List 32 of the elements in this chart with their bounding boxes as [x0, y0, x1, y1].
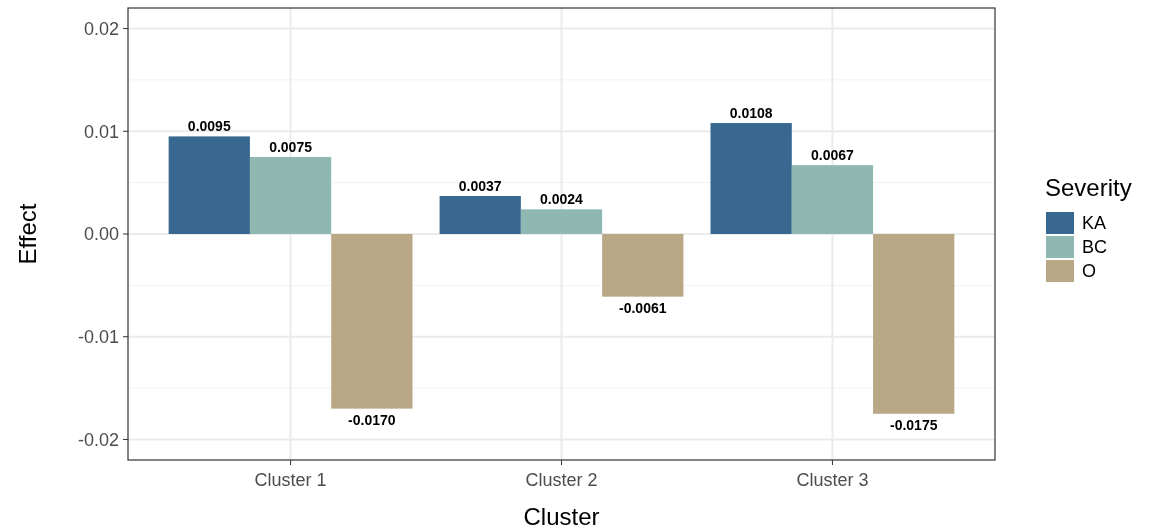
bar: [710, 123, 792, 234]
y-tick-label: 0.00: [83, 224, 119, 245]
y-axis-title: Effect: [14, 203, 41, 265]
bar: [331, 234, 413, 409]
bar: [439, 195, 521, 234]
bar: [873, 234, 955, 414]
bar: [168, 136, 250, 234]
data-label: 0.0067: [811, 147, 855, 164]
legend-label: KA: [1082, 213, 1107, 234]
x-tick-label: Cluster 1: [254, 470, 327, 490]
data-label: 0.0095: [187, 118, 231, 135]
x-tick-label: Cluster 3: [796, 470, 869, 490]
bar: [520, 209, 603, 234]
bar: [602, 234, 684, 297]
legend-label: BC: [1082, 237, 1108, 258]
x-axis-title: Cluster: [523, 503, 600, 530]
y-tick-label: -0.02: [77, 429, 119, 450]
data-label: -0.0175: [889, 416, 938, 433]
data-label: -0.0061: [619, 299, 667, 316]
legend-title: Severity: [1045, 174, 1132, 201]
bar: [791, 165, 874, 234]
y-tick-label: 0.02: [83, 18, 119, 39]
x-tick-label: Cluster 2: [525, 470, 598, 490]
data-label: 0.0108: [729, 105, 773, 122]
data-label: 0.0037: [458, 177, 502, 194]
legend-label: O: [1082, 261, 1097, 282]
y-tick-label: -0.01: [77, 327, 119, 348]
data-label: -0.0170: [348, 411, 396, 428]
y-tick-label: 0.01: [83, 121, 119, 142]
data-label: 0.0024: [540, 191, 584, 208]
bar: [249, 156, 332, 234]
data-label: 0.0075: [269, 138, 313, 155]
